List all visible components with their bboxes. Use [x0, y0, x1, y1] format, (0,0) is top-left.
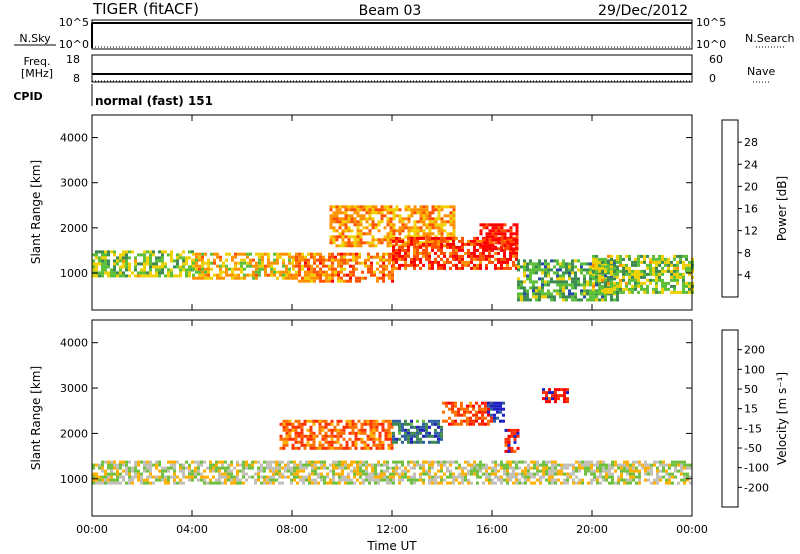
colorbar-tick-label: -200 [744, 481, 769, 494]
power-plot-frame [91, 114, 693, 311]
x-tick-label: 12:00 [376, 523, 408, 536]
freq-tick-high: 18 [66, 53, 80, 66]
velocity-plot-frame [91, 319, 693, 517]
power-panel: 1000 2000 3000 4000 Slant Range [km] [29, 114, 694, 311]
freq-unit-label: [MHz] [21, 67, 53, 80]
colorbar-tick-label: -50 [744, 442, 762, 455]
colorbar-frame [721, 119, 739, 298]
colorbar-tick-label: -100 [744, 462, 769, 475]
colorbar-tick-label: 4 [744, 269, 751, 282]
echo-region [479, 223, 519, 251]
beam-title: Beam 03 [359, 3, 422, 19]
date-title: 29/Dec/2012 [598, 3, 688, 19]
echo-region [542, 388, 569, 404]
echo-region [92, 460, 692, 485]
nsearch-tick-high: 10^5 [696, 16, 726, 29]
x-tick-label: 20:00 [576, 523, 608, 536]
echo-region [279, 419, 394, 450]
y-tick-label: 3000 [60, 177, 88, 190]
colorbar-tick-label: 50 [744, 383, 758, 396]
x-tick-label: 16:00 [476, 523, 508, 536]
echo-region [392, 419, 443, 444]
y-tick-label: 2000 [60, 427, 88, 440]
freq-panel [91, 54, 693, 83]
nsearch-label: N.Search [745, 32, 795, 45]
freq-tick-low: 8 [73, 72, 80, 85]
echo-region [292, 252, 394, 283]
x-tick-label: 08:00 [276, 523, 308, 536]
x-tick-label: 00:00 [676, 523, 708, 536]
freq-label: Freq. [23, 55, 50, 68]
y-tick-label: 4000 [60, 132, 88, 145]
y-tick-label: 1000 [60, 267, 88, 280]
colorbar-tick-label: 12 [744, 225, 758, 238]
x-tick-label: 00:00 [76, 523, 108, 536]
x-axis-label: Time UT [366, 539, 417, 553]
power-echo-layer [92, 205, 694, 302]
echo-region [92, 250, 194, 278]
velocity-panel: 1000 2000 3000 4000 Slant Range [km] [29, 319, 693, 517]
colorbar-tick-label: 28 [744, 136, 758, 149]
velocity-axis-ticks: 1000 2000 3000 4000 [60, 320, 693, 516]
colorbar-tick-label: 100 [744, 363, 765, 376]
echo-region [487, 401, 505, 423]
colorbar-label: Power [dB] [775, 176, 789, 241]
colorbar-tick-label: 200 [744, 344, 765, 357]
nave-tick-low: 0 [709, 72, 716, 85]
y-tick-label: 3000 [60, 382, 88, 395]
echo-region [504, 428, 520, 453]
x-axis-tick-labels: 00:00 04:00 08:00 12:00 16:00 20:00 00:00 [76, 523, 708, 536]
x-tick-label: 04:00 [176, 523, 208, 536]
cpid-text: normal (fast) 151 [95, 94, 213, 108]
colorbar-label: Velocity [m s⁻¹] [775, 372, 789, 465]
colorbar-tick-label: 16 [744, 203, 758, 216]
nave-label: Nave [747, 65, 775, 78]
colorbar-tick-label: 8 [744, 247, 751, 260]
echo-region [392, 236, 518, 270]
velocity-colorbar: 200 100 50 15 -15 -50 -100 -200 Velocity [m s⁻¹] [721, 329, 789, 508]
radar-title: TIGER (fitACF) [92, 0, 199, 18]
power-colorbar: 4 8 12 16 20 24 28 Power [dB] [721, 119, 789, 298]
cpid-label: CPID [13, 90, 42, 103]
y-tick-label: 2000 [60, 222, 88, 235]
velocity-echo-layer [92, 388, 692, 485]
nsky-tick-high: 10^5 [59, 16, 89, 29]
colorbar-tick-label: 24 [744, 158, 758, 171]
nsky-label: N.Sky [19, 32, 51, 45]
y-tick-label: 4000 [60, 337, 88, 350]
nsearch-tick-low: 10^0 [696, 38, 726, 51]
nsky-panel [91, 19, 693, 50]
velocity-ylabel: Slant Range [km] [29, 366, 43, 470]
colorbar-tick-label: 15 [744, 403, 758, 416]
colorbar-frame [721, 329, 739, 508]
colorbar-tick-label: 20 [744, 180, 758, 193]
nsky-tick-low: 10^0 [59, 38, 89, 51]
power-ylabel: Slant Range [km] [29, 160, 43, 264]
colorbar-tick-label: -15 [744, 422, 762, 435]
y-tick-label: 1000 [60, 473, 88, 486]
nave-tick-high: 60 [709, 53, 723, 66]
power-axis-ticks: 1000 2000 3000 4000 [60, 115, 693, 310]
